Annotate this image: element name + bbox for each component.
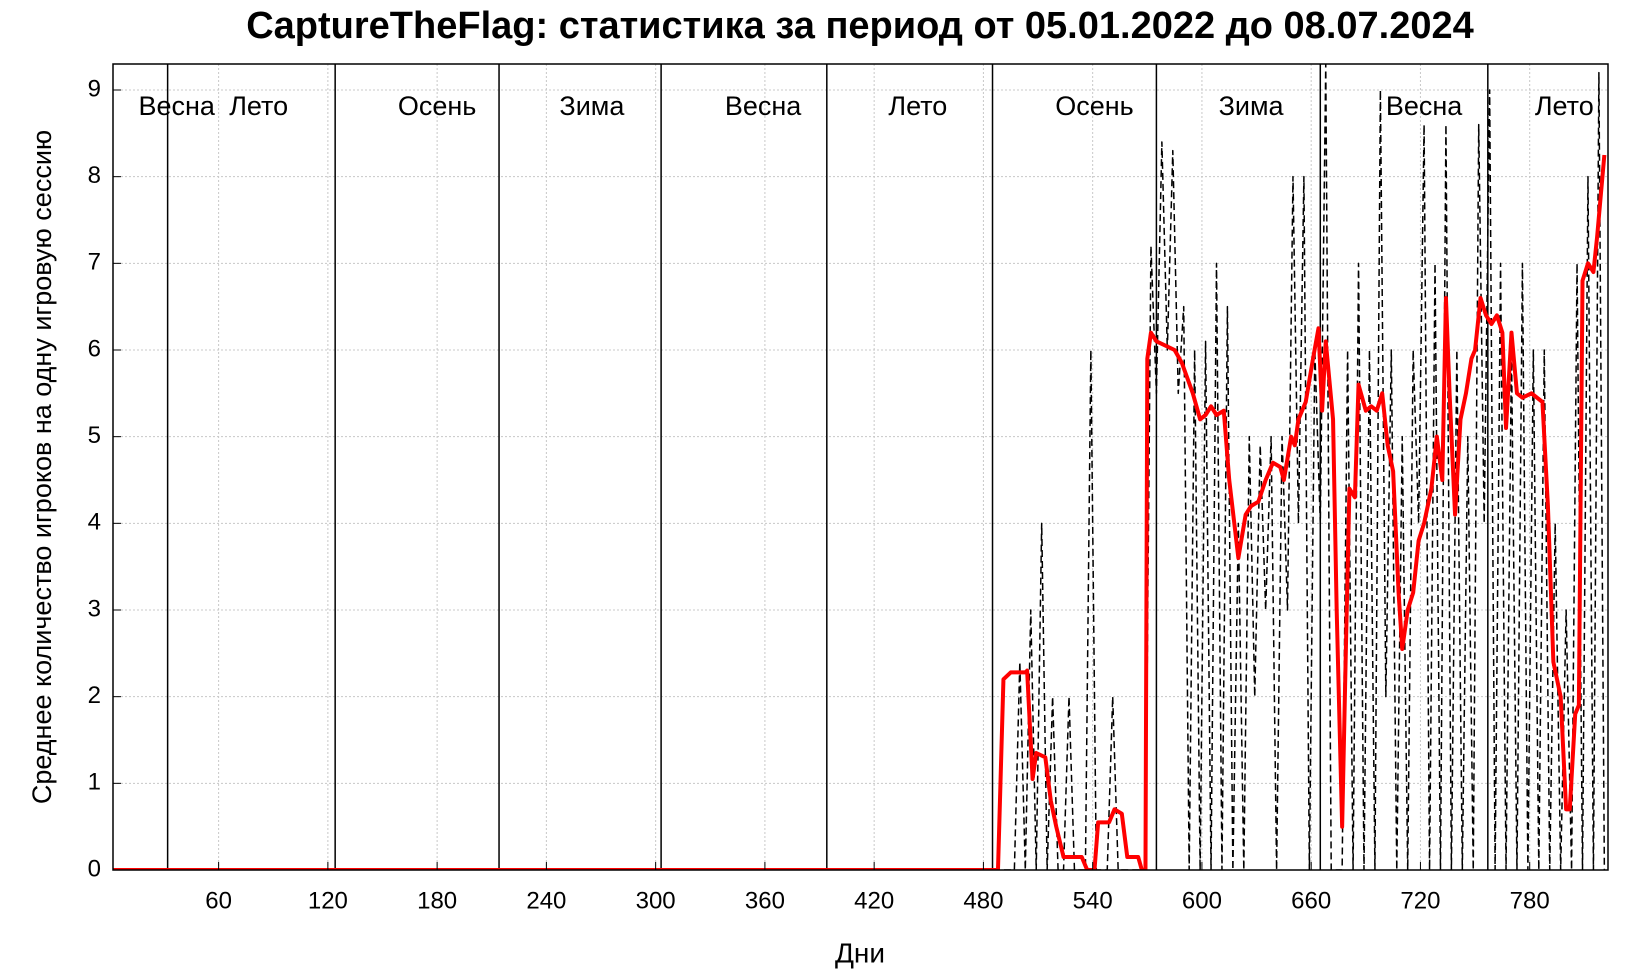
plot-area — [113, 64, 1608, 870]
x-tick-label: 120 — [308, 887, 348, 914]
x-tick-label: 60 — [205, 887, 232, 914]
season-label: Весна — [1386, 91, 1463, 121]
x-tick-label: 180 — [417, 887, 457, 914]
average-line — [113, 154, 1607, 870]
season-label: Лето — [229, 91, 288, 121]
x-tick-label: 360 — [745, 887, 785, 914]
x-tick-label: 600 — [1182, 887, 1222, 914]
y-tick-label: 0 — [88, 855, 101, 882]
plot-frame — [112, 63, 1609, 871]
x-tick-label: 660 — [1291, 887, 1331, 914]
season-label: Лето — [1535, 91, 1594, 121]
y-tick-label: 9 — [88, 75, 101, 102]
x-tick-label: 240 — [526, 887, 566, 914]
y-tick-label: 5 — [88, 422, 101, 449]
y-tick-label: 3 — [88, 595, 101, 622]
season-label: Осень — [398, 91, 477, 121]
y-axis-label: Среднее количество игроков на одну игров… — [27, 130, 57, 804]
y-tick-label: 6 — [88, 335, 101, 362]
chart-title: CaptureTheFlag: статистика за период от … — [246, 5, 1474, 47]
x-tick-label: 480 — [963, 887, 1003, 914]
x-axis-label: Дни — [835, 937, 885, 968]
season-label: Лето — [888, 91, 947, 121]
y-tick-label: 7 — [88, 249, 101, 276]
x-tick-label: 780 — [1510, 887, 1550, 914]
season-label: Весна — [139, 91, 216, 121]
daily-line — [113, 64, 1606, 870]
y-tick-label: 1 — [88, 769, 101, 796]
x-tick-label: 300 — [636, 887, 676, 914]
y-tick-label: 2 — [88, 682, 101, 709]
season-label: Зима — [1219, 91, 1285, 121]
y-tick-label: 4 — [88, 509, 101, 536]
y-tick-label: 8 — [88, 162, 101, 189]
x-tick-label: 540 — [1073, 887, 1113, 914]
x-tick-label: 720 — [1400, 887, 1440, 914]
season-label: Зима — [559, 91, 625, 121]
season-label: Весна — [725, 91, 802, 121]
x-tick-label: 420 — [854, 887, 894, 914]
season-label: Осень — [1055, 91, 1134, 121]
